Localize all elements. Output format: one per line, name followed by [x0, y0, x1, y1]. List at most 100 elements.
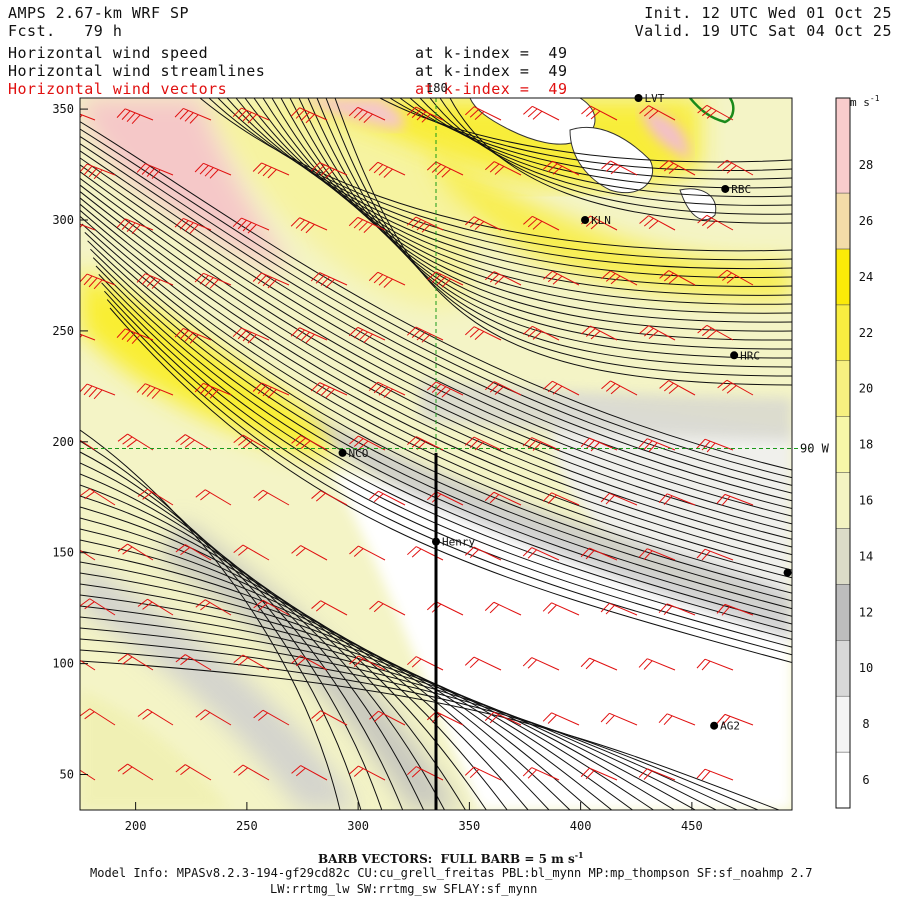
barb-flag [320, 276, 330, 286]
barb-flag [601, 380, 611, 390]
barb-flag [527, 769, 537, 779]
barb-flag [527, 328, 538, 338]
station-marker [730, 351, 739, 360]
barb-flag [532, 220, 543, 230]
streamline [80, 171, 792, 525]
barb-flag [180, 436, 191, 446]
barb-flag [585, 439, 595, 450]
barb-flag [610, 275, 621, 285]
jet-band-northeast [430, 150, 792, 300]
barb-flag [180, 656, 191, 666]
barb-flag [368, 161, 379, 171]
streamline [101, 282, 792, 640]
barb-flag [258, 492, 268, 501]
station-label: KLN [591, 214, 611, 227]
colorbar-swatch [835, 360, 851, 417]
barb-flag [474, 331, 485, 341]
model-title: AMPS 2.67-km WRF SP [8, 4, 190, 22]
barb-flag [658, 603, 668, 614]
barb-flag [184, 439, 195, 448]
barb-flag [411, 658, 422, 668]
colorbar-swatch [835, 528, 851, 585]
barb-flag [484, 711, 495, 721]
barb-flag [373, 164, 384, 174]
barb-flag [295, 329, 305, 339]
barb-flag [648, 220, 659, 230]
barb-flag [696, 658, 706, 669]
barb-flag [522, 547, 533, 557]
barb-flag [668, 165, 679, 174]
barb-flag [431, 163, 442, 173]
barb-flag [358, 111, 368, 121]
barb-flag [295, 767, 306, 777]
barb-flag [363, 333, 373, 343]
barb-flag [706, 442, 716, 453]
barb-flag [189, 224, 199, 234]
barb-flag [199, 165, 209, 175]
streamline [429, 98, 792, 206]
barb-flag [643, 107, 654, 117]
streamline [80, 572, 613, 810]
barb-flag [411, 109, 422, 119]
barb-flag [590, 110, 601, 120]
barb-flag [532, 330, 543, 340]
barb-flag [436, 386, 447, 396]
colorbar-label: 22 [859, 326, 873, 340]
barb-flag [585, 659, 595, 670]
barb-flag [706, 220, 717, 229]
barb-flag [726, 275, 737, 284]
barb-flag [175, 544, 186, 553]
streamline [439, 98, 792, 215]
barb-flag [407, 766, 417, 776]
barb-flag [242, 112, 252, 122]
barb-flag [489, 383, 500, 393]
barb-flag [253, 709, 264, 719]
barb-flag [643, 770, 653, 780]
barb-shaft [80, 549, 96, 561]
barb-flag [257, 274, 267, 285]
barb-flag [585, 218, 596, 227]
layer-label-speed: Horizontal wind speed [8, 44, 209, 62]
streamline [109, 307, 792, 663]
barb-flag [706, 330, 717, 339]
barb-flag [310, 382, 321, 392]
station-marker [581, 215, 590, 224]
barb-flag [547, 494, 557, 504]
barb-flag [522, 437, 533, 447]
station-label: Henry [442, 536, 475, 549]
barb-flag [663, 272, 674, 282]
colorbar-label: 28 [859, 158, 873, 172]
barb-flag [353, 438, 364, 447]
barb-flag [295, 547, 306, 557]
barb-flag [494, 166, 505, 175]
station-marker [710, 721, 719, 730]
barb-shaft [80, 333, 96, 341]
barb-flag [349, 765, 359, 775]
barb-flag [658, 493, 668, 504]
barb-flag [189, 334, 199, 344]
barb-flag [543, 160, 553, 170]
barb-flag [117, 763, 128, 772]
barb-flag [238, 547, 248, 556]
barb-flag [643, 440, 653, 450]
x-tick-label: 350 [459, 819, 481, 833]
colorbar-label: 10 [859, 661, 873, 675]
barb-flag [209, 279, 219, 289]
barb-flag [88, 277, 98, 288]
barb-shaft [80, 223, 96, 231]
barb-flag [406, 106, 417, 116]
barb-flag [585, 328, 596, 337]
calm-region-south [330, 470, 792, 810]
streamline [80, 616, 696, 810]
station-marker [721, 184, 730, 193]
barb-flag [131, 114, 141, 125]
barb-flag [411, 548, 422, 558]
barb-flag [547, 604, 557, 614]
barb-flag [522, 657, 533, 667]
barb-flag [648, 110, 659, 120]
barb-flag [581, 325, 591, 335]
streamline [80, 660, 780, 810]
barb-flag [262, 386, 272, 397]
barb-flag [363, 113, 373, 123]
